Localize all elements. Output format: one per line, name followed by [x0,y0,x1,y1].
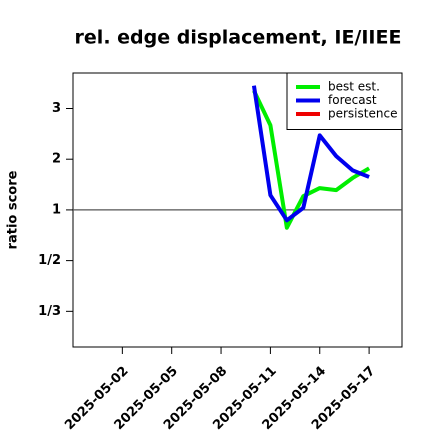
series-line [251,85,370,223]
legend-label: best est. [328,80,380,94]
y-tick-label: 1/2 [38,253,61,268]
y-tick-label: 2 [52,152,61,167]
y-tick-label: 1 [52,202,61,217]
y-axis-label: ratio score [6,170,21,249]
y-tick-label: 1/3 [38,304,61,319]
legend-label: forecast [328,93,377,107]
legend-label: persistence [328,107,397,121]
series-line [252,89,371,230]
chart-title: rel. edge displacement, IE/IIEE [75,27,402,49]
y-tick-label: 3 [52,101,61,116]
